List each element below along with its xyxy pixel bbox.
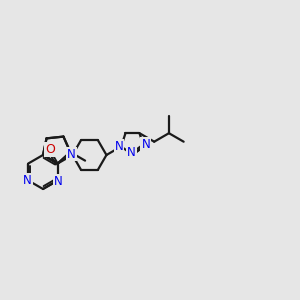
Text: O: O: [45, 143, 55, 156]
Text: N: N: [115, 140, 124, 153]
Text: N: N: [141, 138, 150, 151]
Text: N: N: [54, 175, 63, 188]
Text: N: N: [67, 148, 76, 160]
Text: N: N: [23, 174, 32, 187]
Text: N: N: [127, 146, 136, 159]
